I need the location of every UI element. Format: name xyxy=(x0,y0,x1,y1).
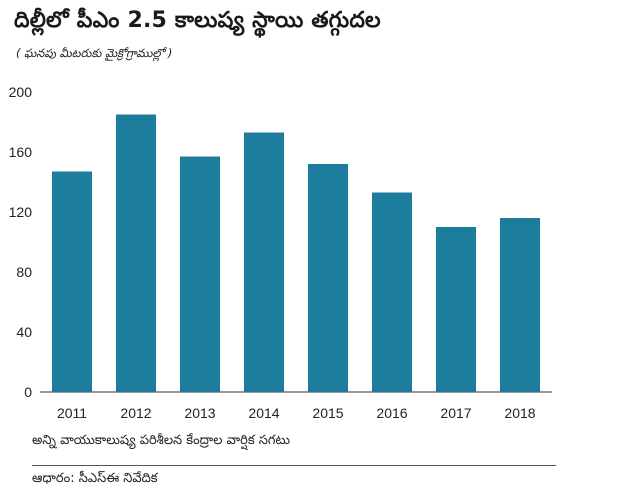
bar-2012 xyxy=(116,114,156,392)
footer-note: అన్ని వాయుకాలుష్య పరిశీలన కేంద్రాల వార్ష… xyxy=(32,433,291,448)
bar-2011 xyxy=(52,171,92,392)
bar-2014 xyxy=(244,132,284,392)
bar-2016 xyxy=(372,192,412,392)
footer-divider xyxy=(32,465,556,466)
y-tick-label: 120 xyxy=(9,204,33,220)
bars xyxy=(52,114,540,392)
source-note: ఆధారం: సీఎస్ఈ నివేదిక xyxy=(32,471,158,486)
bar-2015 xyxy=(308,164,348,392)
bar-2017 xyxy=(436,227,476,392)
x-tick-label: 2017 xyxy=(440,405,471,421)
x-tick-label: 2015 xyxy=(312,405,343,421)
x-axis-ticks: 2011 2012 2013 2014 2015 2016 2017 2018 xyxy=(57,405,536,421)
y-tick-label: 0 xyxy=(24,384,32,400)
bar-2013 xyxy=(180,156,220,392)
x-tick-label: 2013 xyxy=(184,405,215,421)
x-tick-label: 2018 xyxy=(504,405,535,421)
y-axis-ticks: 0 40 80 120 160 200 xyxy=(9,84,33,400)
bar-2018 xyxy=(500,218,540,392)
x-tick-label: 2014 xyxy=(248,405,279,421)
x-tick-label: 2012 xyxy=(120,405,151,421)
y-tick-label: 160 xyxy=(9,144,33,160)
chart-subtitle: ( ఘనపు మీటరుకు మైక్రోగ్రాముల్లో ) xyxy=(16,46,173,60)
x-tick-label: 2011 xyxy=(57,405,87,421)
y-tick-label: 40 xyxy=(16,324,32,340)
y-tick-label: 80 xyxy=(16,264,32,280)
y-tick-label: 200 xyxy=(9,84,33,100)
chart-title: దిల్లీలో పీఎం 2.5 కాలుష్య స్థాయి తగ్గుదల xyxy=(14,8,381,33)
x-tick-label: 2016 xyxy=(376,405,407,421)
